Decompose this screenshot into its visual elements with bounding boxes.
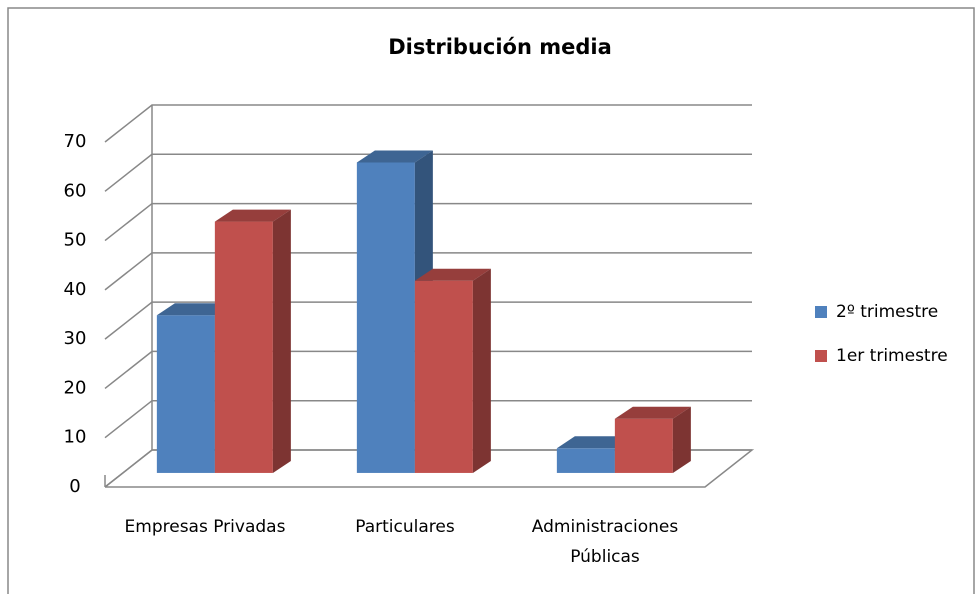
y-tick-label: 10	[64, 427, 87, 448]
bar	[156, 315, 215, 473]
bar	[614, 418, 673, 473]
bar-top	[214, 209, 291, 222]
bar	[356, 162, 415, 473]
grid-line	[104, 449, 752, 488]
y-tick-label: 60	[64, 180, 87, 201]
grid-line	[104, 252, 752, 291]
chart-border	[7, 7, 975, 594]
y-tick-label: 70	[64, 131, 87, 152]
legend-swatch	[815, 306, 827, 318]
bar-top	[356, 150, 433, 163]
y-tick-label: 20	[64, 377, 87, 398]
grid-line	[104, 350, 752, 390]
x-tick-label: Administraciones Públicas	[531, 517, 679, 567]
bar-side	[672, 406, 691, 473]
bar-top	[556, 436, 633, 449]
bar	[214, 221, 273, 473]
grid-line	[104, 202, 752, 242]
bar-top	[156, 303, 233, 316]
chart-title: Distribución media	[388, 35, 612, 59]
grid-line	[104, 301, 752, 340]
legend-swatch	[815, 350, 827, 362]
y-tick-label: 0	[69, 476, 80, 497]
y-tick-label: 40	[64, 279, 87, 300]
x-tick-label: Empresas Privadas	[124, 517, 286, 537]
grid-line	[104, 153, 752, 192]
legend-label: 2º trimestre	[836, 302, 938, 322]
grid-line	[104, 399, 752, 439]
y-tick-label: 30	[64, 328, 87, 349]
bar-top	[614, 406, 691, 419]
x-tick-label: Particulares	[355, 517, 455, 537]
bar-side	[472, 268, 491, 473]
grid-line	[104, 104, 752, 143]
bar	[414, 280, 473, 473]
legend-label: 1er trimestre	[836, 346, 948, 366]
bar	[556, 448, 615, 473]
bar-top	[414, 268, 491, 281]
y-tick-label: 50	[64, 230, 87, 251]
bar-side	[272, 209, 291, 473]
